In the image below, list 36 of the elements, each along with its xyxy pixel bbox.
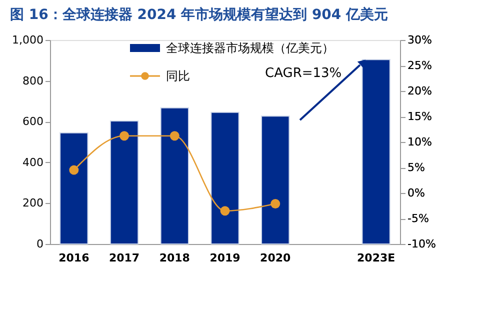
y2-tick-label: 15% [408, 110, 432, 123]
bar [362, 59, 390, 244]
x-tick-label: 2023E [357, 252, 396, 264]
point [270, 198, 280, 208]
point [170, 131, 180, 141]
point [220, 206, 230, 216]
y2-tick-label: 25% [408, 59, 432, 72]
y2-tick-label: 0% [408, 186, 425, 200]
x-tick-label: 2018 [159, 252, 190, 264]
legend-label: 同比 [166, 69, 190, 83]
y2-tick-label: 5% [408, 161, 425, 174]
y2-tick-label: 30% [408, 34, 432, 46]
annotation: CAGR=13% [265, 66, 342, 81]
point [69, 165, 79, 175]
point [120, 131, 130, 141]
bar [210, 112, 240, 244]
y2-tick-label: 10% [408, 136, 432, 148]
bar [160, 107, 189, 244]
y2-tick-label: -10% [408, 238, 436, 250]
chart-title: 图 16：全球连接器 2024 年市场规模有望达到 904 亿美元 [10, 6, 388, 23]
bar [261, 116, 290, 244]
y-tick-label: 400 [22, 156, 44, 169]
x-tick-label: 2019 [210, 252, 240, 264]
y2-tick-label: -5% [408, 212, 429, 225]
y-tick-label: 1,000 [12, 34, 44, 46]
x-tick-label: 2017 [108, 252, 140, 264]
y-tick-label: 800 [22, 74, 44, 88]
y-tick-label: 600 [22, 115, 44, 128]
bar [60, 132, 88, 244]
x-tick-label: 2016 [58, 252, 90, 264]
x-tick-label: 2020 [260, 252, 292, 264]
legend-label: 全球连接器市场规模（亿美元） [166, 41, 334, 55]
y-tick-label: 0 [36, 238, 44, 250]
y2-tick-label: 20% [408, 84, 432, 98]
bar [110, 120, 139, 244]
y-tick-label: 200 [22, 196, 44, 210]
